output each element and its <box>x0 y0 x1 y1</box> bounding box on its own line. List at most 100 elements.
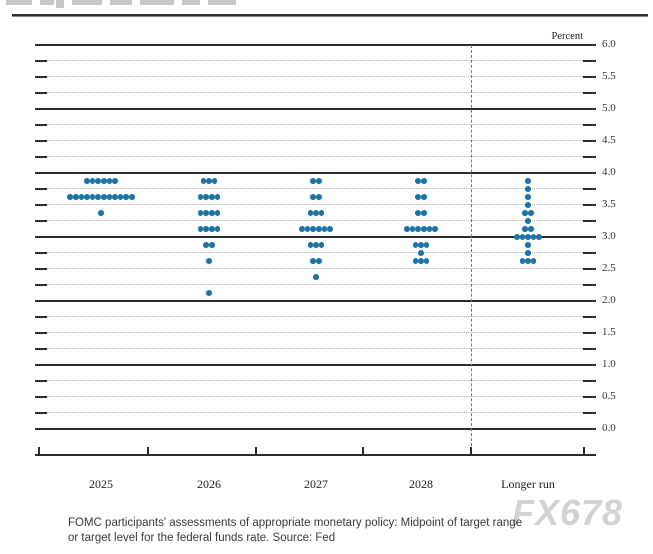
projection-dot <box>525 178 531 184</box>
projection-dot <box>418 258 424 264</box>
clipped-header-remnant <box>6 0 32 5</box>
gridline-left-dash <box>35 140 47 142</box>
projection-dot <box>209 226 215 232</box>
y-axis-tick-label: 5.0 <box>602 102 616 114</box>
gridline-minor <box>47 348 583 349</box>
x-axis-tick <box>38 447 40 455</box>
gridline-minor <box>47 316 583 317</box>
caption-line-2: or target level for the federal funds ra… <box>68 532 336 544</box>
projection-dot <box>318 210 325 216</box>
gridline-left-dash <box>35 268 47 270</box>
projection-dot <box>418 242 424 248</box>
projection-dot <box>421 226 427 232</box>
projection-dot <box>101 194 107 200</box>
gridline-tick-dash <box>583 204 596 206</box>
projection-dot <box>106 178 113 184</box>
projection-dot <box>530 234 537 240</box>
projection-dot <box>214 226 221 232</box>
gridline-minor <box>47 60 583 61</box>
x-axis-tick <box>362 447 364 455</box>
projection-dot <box>318 242 325 248</box>
projection-dot <box>327 226 333 232</box>
gridline-tick-dash <box>583 332 596 334</box>
projection-dot <box>73 194 79 200</box>
clipped-header-remnant <box>40 0 54 5</box>
y-axis-tick-label: 1.0 <box>602 358 616 370</box>
gridline-tick-dash <box>583 268 596 270</box>
projection-dot <box>519 258 526 264</box>
projection-dot <box>209 210 215 216</box>
projection-dot <box>95 178 101 184</box>
projection-dot <box>415 194 421 200</box>
gridline-left-dash <box>35 188 47 190</box>
projection-dot <box>197 226 204 232</box>
projection-dot <box>525 234 531 240</box>
gridline-minor <box>47 220 583 221</box>
projection-dot <box>519 234 526 240</box>
projection-dot <box>522 210 528 216</box>
projection-dot <box>525 258 531 264</box>
gridline-minor <box>47 412 583 413</box>
gridline-left-dash <box>35 92 47 94</box>
y-axis-tick-label: 2.0 <box>602 294 616 306</box>
y-axis-unit-label: Percent <box>551 31 584 42</box>
y-axis-tick-label: 2.5 <box>602 262 616 274</box>
projection-dot <box>404 226 410 232</box>
gridline-tick-dash <box>583 252 596 254</box>
gridline-tick-dash <box>583 92 596 94</box>
projection-dot <box>203 194 209 200</box>
projection-dot <box>536 234 542 240</box>
clipped-header-remnant <box>140 0 174 5</box>
projection-dot <box>426 226 433 232</box>
projection-dot <box>530 258 537 264</box>
gridline-left-dash <box>35 380 47 382</box>
gridline-left-dash <box>35 252 47 254</box>
y-axis-tick-label: 6.0 <box>602 38 616 50</box>
projection-dot <box>197 194 204 200</box>
gridline-tick-dash <box>583 396 596 398</box>
gridline-left-dash <box>35 124 47 126</box>
x-axis-category-label: 2027 <box>304 477 328 491</box>
gridline-major <box>35 428 596 430</box>
projection-dot <box>78 194 85 200</box>
x-axis-category-label: Longer run <box>501 477 555 491</box>
x-axis-line <box>35 454 596 456</box>
gridline-major <box>35 236 596 238</box>
projection-dot <box>409 226 416 232</box>
gridline-minor <box>47 124 583 125</box>
chart-caption: FOMC participants' assessments of approp… <box>68 516 522 546</box>
projection-dot <box>423 242 430 248</box>
projection-dot <box>206 290 212 296</box>
projection-dot <box>528 210 534 216</box>
gridline-left-dash <box>35 348 47 350</box>
y-axis-tick-label: 1.5 <box>602 326 616 338</box>
gridline-tick-dash <box>583 188 596 190</box>
gridline-tick-dash <box>583 284 596 286</box>
projection-dot <box>203 226 209 232</box>
clipped-header-remnant <box>182 0 200 5</box>
x-axis-category-label: 2026 <box>197 477 221 491</box>
gridline-tick-dash <box>583 156 596 158</box>
projection-dot <box>525 202 531 208</box>
projection-dot <box>525 242 531 248</box>
projection-dot <box>304 226 311 232</box>
x-axis-tick <box>255 447 257 455</box>
gridline-minor <box>47 284 583 285</box>
projection-dot <box>197 210 204 216</box>
projection-dot <box>412 258 419 264</box>
gridline-left-dash <box>35 60 47 62</box>
projection-dot <box>209 242 215 248</box>
projection-dot <box>307 210 314 216</box>
projection-dot <box>129 194 135 200</box>
longer-run-separator <box>471 45 472 456</box>
projection-dot <box>316 178 322 184</box>
header-rule <box>12 14 648 17</box>
projection-dot <box>415 178 421 184</box>
projection-dot <box>313 210 319 216</box>
x-axis-category-label: 2025 <box>89 477 113 491</box>
clipped-header-remnant <box>110 0 132 5</box>
projection-dot <box>89 178 96 184</box>
projection-dot <box>310 226 316 232</box>
projection-dot <box>89 194 96 200</box>
gridline-major <box>35 108 596 110</box>
